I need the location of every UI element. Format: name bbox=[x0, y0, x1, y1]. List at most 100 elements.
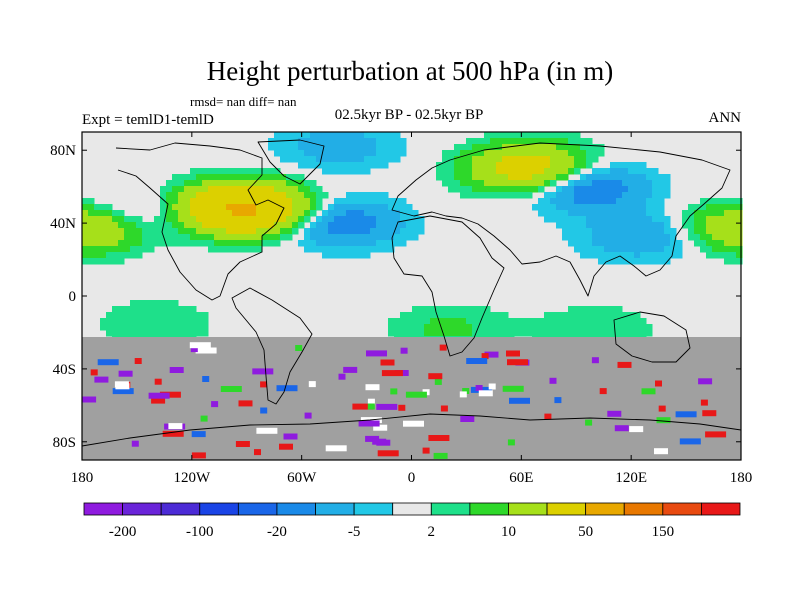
field-cell bbox=[586, 228, 593, 235]
field-cell bbox=[508, 324, 515, 331]
field-cell bbox=[166, 300, 173, 307]
field-cell bbox=[334, 240, 341, 247]
missing-data-speck bbox=[507, 359, 528, 366]
field-cell bbox=[658, 204, 665, 211]
field-cell bbox=[556, 312, 563, 319]
field-cell bbox=[640, 246, 647, 253]
field-cell bbox=[520, 144, 527, 151]
field-cell bbox=[118, 216, 125, 223]
field-cell bbox=[712, 210, 719, 217]
field-cell bbox=[466, 312, 473, 319]
field-cell bbox=[364, 210, 371, 217]
field-cell bbox=[412, 306, 419, 313]
field-cell bbox=[568, 132, 575, 139]
field-cell bbox=[316, 216, 323, 223]
colorbar-label: 10 bbox=[501, 524, 516, 540]
field-cell bbox=[532, 180, 539, 187]
field-cell bbox=[208, 240, 215, 247]
field-cell bbox=[610, 252, 617, 259]
field-cell bbox=[526, 144, 533, 151]
field-cell bbox=[130, 324, 137, 331]
field-cell bbox=[118, 246, 125, 253]
field-cell bbox=[574, 222, 581, 229]
field-cell bbox=[544, 192, 551, 199]
field-cell bbox=[694, 216, 701, 223]
field-cell bbox=[556, 186, 563, 193]
field-cell bbox=[406, 222, 413, 229]
field-cell bbox=[298, 144, 305, 151]
missing-data-speck bbox=[131, 440, 139, 447]
field-cell bbox=[556, 168, 563, 175]
field-cell bbox=[550, 204, 557, 211]
field-cell bbox=[232, 174, 239, 181]
field-cell bbox=[442, 174, 449, 181]
field-cell bbox=[484, 150, 491, 157]
field-cell bbox=[652, 174, 659, 181]
missing-data-speck bbox=[702, 410, 717, 417]
field-cell bbox=[640, 192, 647, 199]
field-cell bbox=[652, 168, 659, 175]
field-cell bbox=[304, 144, 311, 151]
x-tick-label: 120W bbox=[173, 470, 211, 486]
missing-data-speck bbox=[507, 439, 515, 446]
field-cell bbox=[310, 240, 317, 247]
field-cell bbox=[574, 204, 581, 211]
missing-data-speck bbox=[338, 373, 346, 380]
field-cell bbox=[592, 192, 599, 199]
missing-data-speck bbox=[679, 438, 701, 445]
field-cell bbox=[610, 192, 617, 199]
field-cell bbox=[220, 186, 227, 193]
field-cell bbox=[580, 162, 587, 169]
field-cell bbox=[382, 240, 389, 247]
field-cell bbox=[82, 222, 89, 229]
field-cell bbox=[346, 132, 353, 139]
field-cell bbox=[274, 216, 281, 223]
field-cell bbox=[178, 324, 185, 331]
field-cell bbox=[688, 234, 695, 241]
field-cell bbox=[706, 252, 713, 259]
field-cell bbox=[382, 210, 389, 217]
field-cell bbox=[526, 186, 533, 193]
field-cell bbox=[616, 240, 623, 247]
south-america-coast bbox=[231, 287, 313, 405]
field-cell bbox=[82, 228, 89, 235]
field-cell bbox=[664, 246, 671, 253]
field-cell bbox=[394, 204, 401, 211]
field-cell bbox=[430, 324, 437, 331]
field-cell bbox=[160, 306, 167, 313]
y-tick-label: 80N bbox=[50, 143, 76, 159]
field-cell bbox=[208, 180, 215, 187]
field-cell bbox=[244, 168, 251, 175]
field-cell bbox=[160, 300, 167, 307]
field-cell bbox=[178, 228, 185, 235]
field-cell bbox=[148, 240, 155, 247]
field-cell bbox=[454, 162, 461, 169]
field-cell bbox=[574, 162, 581, 169]
field-cell bbox=[148, 234, 155, 241]
field-cell bbox=[508, 156, 515, 163]
field-cell bbox=[322, 228, 329, 235]
field-cell bbox=[358, 198, 365, 205]
field-cell bbox=[700, 228, 707, 235]
field-cell bbox=[448, 312, 455, 319]
field-cell bbox=[532, 156, 539, 163]
field-cell bbox=[136, 228, 143, 235]
field-cell bbox=[370, 216, 377, 223]
field-cell bbox=[88, 234, 95, 241]
field-cell bbox=[352, 144, 359, 151]
field-cell bbox=[598, 228, 605, 235]
field-cell bbox=[610, 258, 617, 265]
field-cell bbox=[286, 204, 293, 211]
field-cell bbox=[490, 162, 497, 169]
field-cell bbox=[298, 222, 305, 229]
field-cell bbox=[538, 210, 545, 217]
field-cell bbox=[82, 240, 89, 247]
field-cell bbox=[280, 156, 287, 163]
field-cell bbox=[580, 210, 587, 217]
field-cell bbox=[142, 246, 149, 253]
field-cell bbox=[466, 156, 473, 163]
field-cell bbox=[118, 240, 125, 247]
field-cell bbox=[622, 186, 629, 193]
field-cell bbox=[382, 150, 389, 157]
field-cell bbox=[124, 312, 131, 319]
